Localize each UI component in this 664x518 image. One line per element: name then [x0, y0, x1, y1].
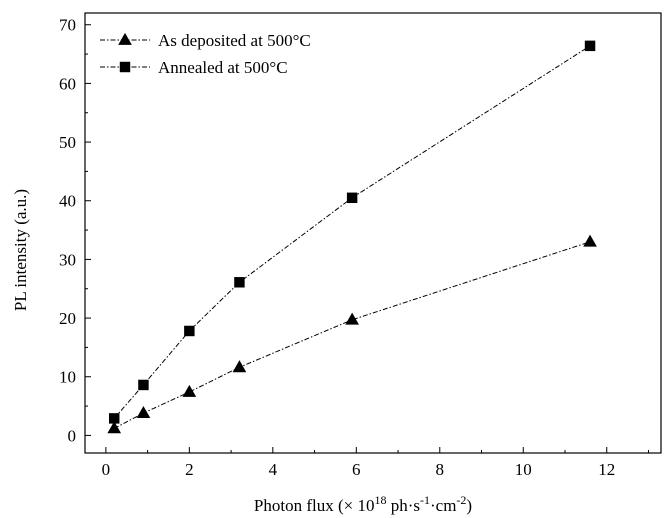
x-tick-label: 0 [102, 460, 111, 479]
series-layer [107, 40, 597, 434]
x-axis-ticks: 0 2 4 6 8 10 12 [102, 447, 649, 479]
data-point-square [138, 379, 149, 391]
data-point-triangle [136, 405, 151, 418]
x-axis-label-main: Photon flux (× 10 [254, 496, 375, 515]
data-point-triangle [345, 312, 359, 325]
plot-frame [84, 12, 662, 454]
x-tick-label: 10 [515, 460, 532, 479]
plot-area [84, 12, 662, 454]
data-point-square [108, 413, 120, 424]
x-axis-label-exp3: -2 [456, 493, 466, 507]
legend-label: Annealed at 500°C [158, 58, 288, 77]
x-tick-label: 4 [269, 460, 278, 479]
x-axis-label-units2: ·cm [430, 496, 456, 515]
legend-item-0: As deposited at 500°C [100, 31, 311, 50]
series-line [113, 45, 591, 419]
y-tick-label: 20 [59, 309, 76, 328]
data-point-triangle [182, 384, 197, 397]
x-tick-label: 2 [185, 460, 194, 479]
y-tick-label: 0 [68, 426, 77, 445]
y-tick-label: 50 [59, 133, 76, 152]
y-tick-label: 70 [59, 16, 76, 35]
y-tick-label: 30 [59, 250, 76, 269]
data-point-triangle [107, 421, 122, 434]
x-axis-label-tail: ) [466, 496, 472, 515]
data-point-square [234, 277, 245, 288]
data-point-triangle [232, 360, 247, 373]
series-1 [108, 40, 596, 424]
x-tick-label: 12 [598, 460, 615, 479]
x-axis-label-exp: 18 [374, 493, 386, 507]
data-point-square [584, 40, 596, 52]
x-axis-label-exp2: -1 [420, 493, 430, 507]
x-tick-label: 6 [352, 460, 361, 479]
y-tick-label: 10 [59, 368, 76, 387]
legend-item-1: Annealed at 500°C [100, 58, 288, 77]
x-axis-label: Photon flux (× 1018 ph·s-1·cm-2) [254, 493, 472, 515]
data-point-square [346, 192, 358, 204]
data-point-square [184, 325, 195, 337]
data-point-square [119, 61, 131, 73]
series-0 [107, 234, 597, 434]
y-axis-label: PL intensity (a.u.) [11, 189, 30, 311]
y-axis-ticks: 0 10 20 30 40 50 60 70 [59, 16, 91, 445]
x-axis-label-units: ph·s [386, 496, 420, 515]
data-point-triangle [118, 32, 132, 45]
x-tick-label: 8 [436, 460, 445, 479]
legend: As deposited at 500°C Annealed at 500°C [100, 31, 311, 77]
y-tick-label: 60 [59, 74, 76, 93]
y-tick-label: 40 [59, 192, 76, 211]
data-point-triangle [583, 234, 597, 247]
legend-label: As deposited at 500°C [158, 31, 311, 50]
